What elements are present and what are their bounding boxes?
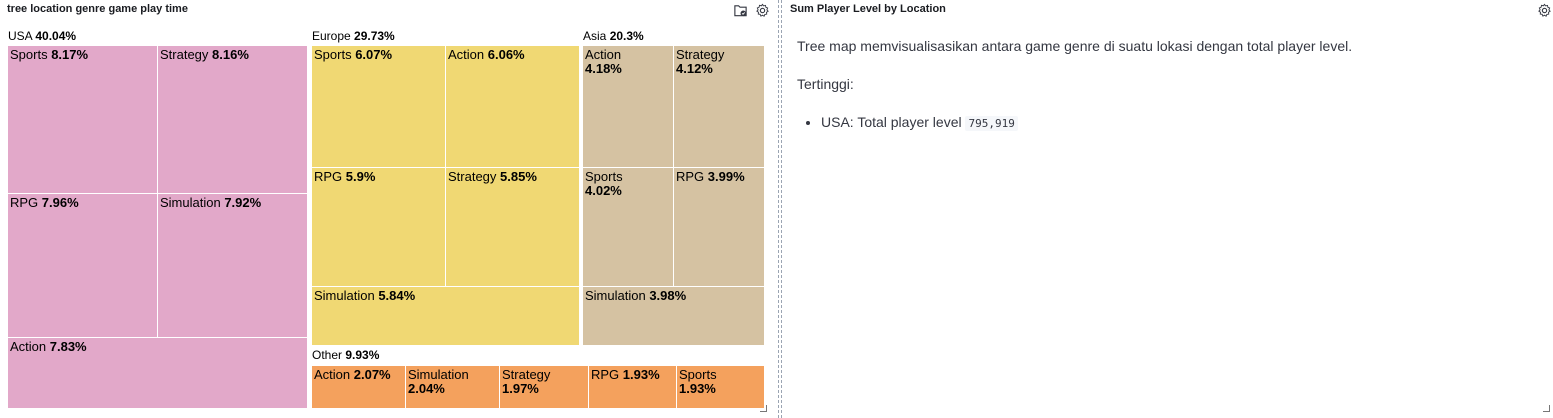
treemap-cell[interactable]: Action 6.06% — [446, 46, 580, 168]
cell-percent: 4.02% — [585, 183, 622, 198]
cell-label: Simulation — [160, 195, 225, 210]
cell-label: Strategy — [160, 47, 213, 62]
treemap-cell[interactable]: Simulation 2.04% — [406, 366, 500, 409]
gear-icon[interactable] — [753, 1, 771, 19]
cell-percent: 3.99% — [707, 169, 745, 184]
cell-label: Sports — [585, 169, 623, 184]
cell-percent: 5.85% — [500, 169, 537, 184]
gear-icon[interactable] — [1535, 1, 1553, 19]
treemap-cell[interactable]: RPG 3.99% — [674, 168, 765, 287]
list-item-value: 795,919 — [965, 116, 1018, 131]
treemap-cell[interactable]: Action 7.83% — [8, 338, 308, 409]
resize-handle[interactable] — [760, 405, 767, 412]
cell-percent: 8.16% — [212, 47, 249, 62]
cell-label: Sports — [10, 47, 52, 62]
group-label: Europe 29.73% — [312, 29, 395, 43]
cell-label: RPG — [591, 367, 623, 382]
treemap-cell[interactable]: Sports 1.93% — [677, 366, 765, 409]
treemap-cell[interactable]: RPG 7.96% — [8, 194, 158, 338]
cell-label: Strategy — [676, 47, 725, 62]
treemap-cell[interactable]: Strategy 5.85% — [446, 168, 580, 287]
treemap-cell[interactable]: Action 2.07% — [312, 366, 406, 409]
list-item: USA: Total player level 795,919 — [821, 112, 1533, 134]
cell-label: RPG — [676, 169, 708, 184]
cell-label: RPG — [314, 169, 346, 184]
resize-handle[interactable] — [1543, 405, 1550, 412]
cell-percent: 7.92% — [224, 195, 262, 210]
highest-label: Tertinggi: — [797, 76, 854, 92]
treemap-cell[interactable]: RPG 5.9% — [312, 168, 446, 287]
description-text: Tree map memvisualisasikan antara game g… — [797, 38, 1353, 54]
treemap-cell[interactable]: RPG 1.93% — [589, 366, 677, 409]
cell-percent: 3.98% — [649, 288, 687, 303]
cell-label: Simulation — [314, 288, 379, 303]
cell-label: Strategy — [448, 169, 501, 184]
treemap-cell[interactable]: Simulation 3.98% — [583, 287, 765, 346]
group-label: USA 40.04% — [8, 29, 77, 43]
cell-label: Simulation — [585, 288, 650, 303]
cell-label: Sports — [679, 367, 717, 382]
cell-percent: 4.12% — [676, 61, 713, 76]
cell-label: Sports — [314, 47, 356, 62]
treemap-cell[interactable]: Strategy 8.16% — [158, 46, 308, 194]
cell-label: Action — [314, 367, 354, 382]
treemap-cell[interactable]: Action 4.18% — [583, 46, 674, 168]
markdown-panel: Sum Player Level by Location Tree map me… — [783, 0, 1553, 418]
cell-percent: 8.17% — [51, 47, 89, 62]
inspect-icon[interactable] — [731, 1, 749, 19]
cell-percent: 4.18% — [585, 61, 622, 76]
treemap-panel: tree location genre game play time USA 4… — [0, 0, 774, 418]
panel-title: tree location genre game play time — [7, 3, 188, 15]
cell-percent: 2.04% — [408, 381, 445, 396]
treemap-cell[interactable]: Strategy 4.12% — [674, 46, 765, 168]
treemap-cell[interactable]: Simulation 5.84% — [312, 287, 580, 346]
group-label: Other 9.93% — [312, 348, 380, 362]
cell-label: Strategy — [502, 367, 551, 382]
cell-percent: 1.93% — [679, 381, 716, 396]
cell-label: Simulation — [408, 367, 469, 382]
treemap-cell[interactable]: Sports 6.07% — [312, 46, 446, 168]
cell-percent: 5.9% — [345, 169, 376, 184]
cell-percent: 6.06% — [487, 47, 525, 62]
cell-percent: 2.07% — [353, 367, 391, 382]
treemap-cell[interactable]: Strategy 1.97% — [500, 366, 589, 409]
cell-label: Action — [448, 47, 488, 62]
cell-percent: 7.83% — [49, 339, 87, 354]
group-label: Asia 20.3% — [583, 29, 644, 43]
cell-percent: 1.97% — [502, 381, 539, 396]
list-item-text: USA: Total player level — [821, 114, 962, 130]
treemap-cell[interactable]: Simulation 7.92% — [158, 194, 308, 338]
treemap-cell[interactable]: Sports 8.17% — [8, 46, 158, 194]
markdown-content: Tree map memvisualisasikan antara game g… — [797, 36, 1533, 134]
cell-percent: 7.96% — [41, 195, 79, 210]
cell-label: Action — [10, 339, 50, 354]
cell-percent: 1.93% — [622, 367, 660, 382]
panel-title: Sum Player Level by Location — [790, 3, 946, 15]
cell-percent: 5.84% — [378, 288, 416, 303]
treemap-cell[interactable]: Sports 4.02% — [583, 168, 674, 287]
cell-label: RPG — [10, 195, 42, 210]
cell-label: Action — [585, 47, 622, 62]
treemap-chart: USA 40.04% Sports 8.17% Strategy 8.16% RPG … — [0, 0, 774, 418]
cell-percent: 6.07% — [355, 47, 393, 62]
highest-list: USA: Total player level 795,919 — [797, 112, 1533, 134]
panel-divider — [781, 0, 782, 418]
panel-divider — [778, 0, 779, 418]
